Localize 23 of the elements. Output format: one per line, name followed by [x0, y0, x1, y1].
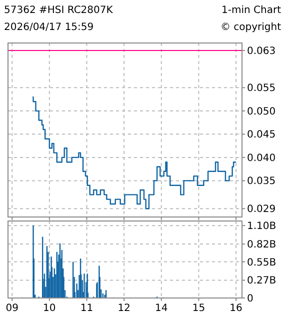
y-tick-label: 0.82B: [247, 240, 276, 251]
x-tick-label: 12: [118, 303, 130, 314]
y-tick-label: 0.055: [247, 83, 276, 94]
y-tick-label: 0.050: [247, 106, 276, 118]
y-tick-label: 0.035: [247, 176, 276, 188]
y-tick-label: 0.27B: [247, 276, 276, 287]
x-tick-label: 10: [43, 303, 56, 314]
y-tick-label: 0.045: [247, 130, 276, 141]
y-tick-label: 0.063: [247, 46, 276, 57]
x-tick-label: 15: [192, 303, 206, 314]
chart-title: 57362 #HSI RC2807K: [4, 5, 114, 16]
text: 1-min Chart: [222, 5, 282, 16]
y-tick-label: 0.040: [247, 152, 276, 164]
y-tick-label: 0.029: [247, 204, 276, 216]
x-tick-label: 11: [80, 303, 94, 314]
y-tick-label: 1.10B: [247, 221, 276, 232]
text: © copyright: [220, 22, 282, 33]
x-tick-label: 09: [6, 303, 18, 314]
x-tick-label: 16: [230, 303, 242, 314]
y-tick-label: 0.55B: [247, 257, 276, 268]
chart-subtitle: 2026/04/17 15:59: [4, 22, 94, 33]
x-tick-label: 14: [155, 303, 168, 314]
y-tick-label: 0: [247, 294, 254, 304]
